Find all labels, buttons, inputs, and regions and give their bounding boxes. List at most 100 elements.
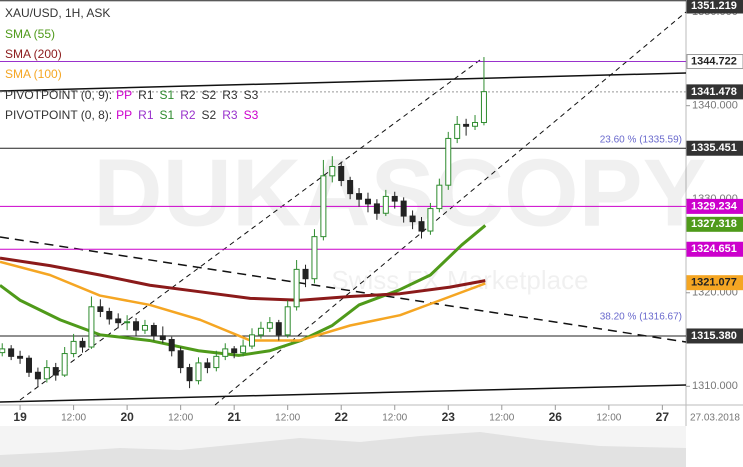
candle-body (249, 334, 256, 347)
candle-body (364, 198, 371, 205)
candle-body (320, 175, 327, 238)
candle-body (25, 357, 32, 373)
candle-body (34, 371, 41, 380)
candle-body (275, 322, 282, 336)
candle-body (106, 310, 113, 320)
x-tick-label: 12:00 (275, 413, 300, 424)
x-tick-label: 19 (13, 410, 27, 424)
candle-body (293, 268, 300, 308)
candle-body (382, 195, 389, 214)
candle-body (329, 165, 336, 177)
pivot-legend-item: PP (116, 88, 132, 102)
dashed-trendline (0, 236, 687, 343)
level-box (686, 241, 743, 257)
candle-body (0, 348, 6, 354)
watermark: DUKASCOPY Swiss FX Marketplace (93, 139, 706, 295)
level-label: 1315.380 (691, 330, 737, 342)
y-tick-label: 1340.000 (692, 100, 738, 112)
level-label: 1341.478 (691, 86, 737, 98)
candle-body (302, 268, 309, 280)
x-tick-label: 12:00 (382, 413, 407, 424)
x-tick-label: 12:00 (596, 413, 621, 424)
x-tick-label: 12:00 (61, 413, 86, 424)
legend-entry: SMA (100) (5, 67, 62, 81)
candle-body (347, 180, 354, 195)
legend-entry: SMA (55) (5, 27, 55, 41)
candle-body (472, 122, 479, 127)
pivot-legend-item: S1 (160, 108, 175, 122)
candle-body (88, 306, 95, 348)
level-box (686, 216, 743, 232)
candle-body (445, 137, 452, 186)
watermark-subtext: Swiss FX Marketplace (331, 265, 588, 295)
candle-body (284, 306, 291, 336)
level-label: 1351.219 (691, 0, 737, 12)
candle-body (418, 221, 425, 232)
candle-body (231, 348, 238, 354)
pivot-legend-item: S2 (202, 88, 217, 102)
candle-body (124, 321, 131, 324)
candle-body (52, 367, 59, 376)
x-tick-label: 21 (227, 410, 241, 424)
pivot-legend-item: R3 (222, 108, 238, 122)
candle-body (195, 362, 202, 382)
candle-body (240, 345, 247, 354)
candle-body (409, 215, 416, 223)
candle-body (8, 348, 15, 357)
candle-body (222, 348, 229, 357)
candle-body (257, 327, 264, 336)
level-box (686, 0, 743, 14)
x-tick-label: 22 (335, 410, 349, 424)
pivot-legend-item: S2 (202, 108, 217, 122)
candle-body (373, 203, 380, 214)
candle-body (454, 123, 461, 139)
candle-body (391, 195, 398, 202)
watermark-text: DUKASCOPY (93, 139, 706, 246)
candle-body (400, 200, 407, 217)
candle-body (311, 236, 318, 280)
pivot-legend-item: PP (116, 108, 132, 122)
candle-body (150, 324, 157, 337)
candle-body (61, 353, 68, 376)
candle-body (159, 335, 166, 341)
candle-body (436, 184, 443, 210)
fib-annotation: 38.20 % (1316.67) (600, 312, 682, 323)
pivot-legend-item: S1 (160, 88, 175, 102)
level-label: 1329.234 (691, 200, 738, 212)
pivot-legend-item: R3 (222, 88, 238, 102)
level-label: 1324.651 (691, 243, 737, 255)
level-label: 1327.318 (691, 218, 737, 230)
candle-body (463, 123, 470, 127)
level-label: 1335.451 (691, 142, 737, 154)
pivot-legend-item: R1 (138, 108, 154, 122)
x-tick-label: 27 (656, 410, 670, 424)
trendline (0, 384, 687, 403)
x-tick-label: 12:00 (489, 413, 514, 424)
y-tick-label: 1310.000 (692, 380, 738, 392)
x-tick-label: 12:00 (168, 413, 193, 424)
candle-body (213, 355, 220, 369)
sma-line (0, 224, 487, 357)
sma-line (0, 256, 486, 302)
pivot-legend: PIVOTPOINT (0, 8): PP R1 S1 R2 S2 R3 S3 (5, 108, 259, 122)
candle-body (141, 324, 148, 331)
legend-entry: SMA (200) (5, 47, 62, 61)
candle-body (338, 165, 345, 182)
candle-body (43, 367, 50, 380)
level-label: 1321.077 (691, 277, 737, 289)
pivot-legend-item: R2 (180, 108, 196, 122)
level-box (686, 54, 743, 70)
navigator-area (0, 432, 686, 467)
pivot-legend-item: R2 (180, 88, 196, 102)
level-box (686, 198, 743, 214)
trendline (0, 72, 687, 92)
level-box (686, 84, 743, 100)
pivot-legend-item: S3 (244, 88, 259, 102)
candle-body (204, 362, 211, 369)
candle-body (266, 322, 273, 329)
pivot-legend-item: S3 (244, 108, 259, 122)
level-box (686, 275, 743, 291)
level-box (686, 140, 743, 156)
